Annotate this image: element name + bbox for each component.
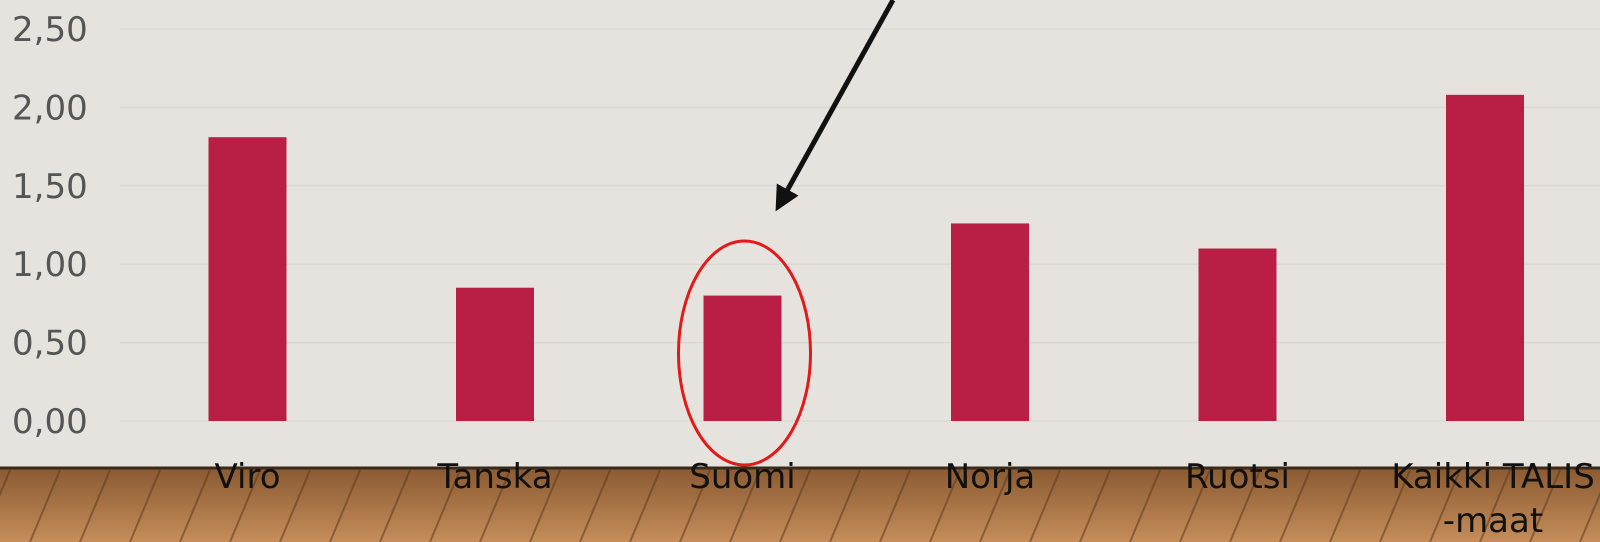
y-tick-label: 2,50 (12, 10, 88, 50)
y-tick-label: 0,00 (12, 402, 88, 442)
x-tick-label: Viro (215, 457, 281, 497)
x-tick-label: -maat (1443, 501, 1543, 541)
x-tick-label: Norja (945, 457, 1036, 497)
highlight-ellipse (677, 239, 812, 467)
x-tick-label: Kaikki TALIS (1391, 457, 1595, 497)
y-tick-label: 0,50 (12, 324, 88, 364)
y-tick-label: 1,50 (12, 167, 88, 207)
x-tick-label: Ruotsi (1185, 457, 1290, 497)
x-tick-label: Suomi (689, 457, 796, 497)
wood-floor (0, 466, 1600, 542)
annotation-arrow (775, 0, 896, 212)
bar-suomi (703, 295, 782, 421)
bar-norja (951, 223, 1029, 421)
x-tick-label: Tanska (436, 457, 552, 497)
y-tick-label: 1,00 (12, 245, 88, 285)
bar-viro (208, 137, 287, 421)
bar-ruotsi (1198, 248, 1277, 421)
bar-tanska (456, 287, 534, 421)
bar-kaikki-talis--maat (1446, 94, 1524, 421)
y-tick-label: 2,00 (12, 88, 88, 128)
